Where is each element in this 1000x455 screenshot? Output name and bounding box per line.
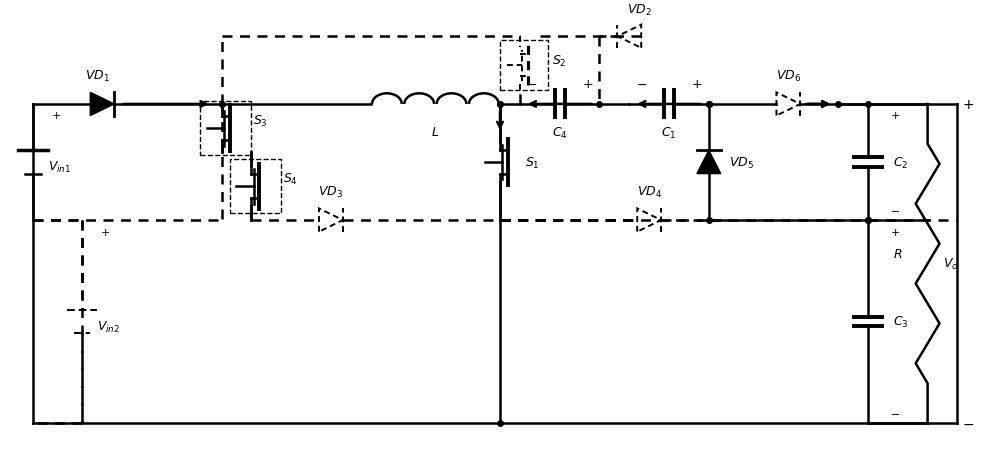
Text: $+$: $+$ (582, 77, 593, 91)
Text: $VD_5$: $VD_5$ (729, 155, 754, 170)
Bar (200, 102, 251, 156)
Text: $V_{in2}$: $V_{in2}$ (97, 319, 120, 334)
Text: $VD_3$: $VD_3$ (318, 184, 343, 199)
Text: $C_1$: $C_1$ (661, 126, 677, 141)
Text: $S_3$: $S_3$ (253, 114, 268, 129)
Text: $VD_1$: $VD_1$ (85, 68, 110, 83)
Text: $-$: $-$ (890, 408, 900, 418)
Text: $C_2$: $C_2$ (893, 155, 908, 170)
Text: $+$: $+$ (100, 226, 110, 237)
Bar (230, 160, 281, 214)
Text: $S_1$: $S_1$ (525, 155, 540, 170)
Text: $+$: $+$ (51, 110, 61, 121)
Polygon shape (697, 151, 721, 174)
Text: $+$: $+$ (890, 226, 900, 237)
Text: $S_4$: $S_4$ (283, 172, 298, 187)
Text: $-$: $-$ (636, 77, 647, 91)
Text: $VD_2$: $VD_2$ (627, 3, 652, 18)
Bar (500, 41, 548, 91)
Text: $VD_6$: $VD_6$ (776, 68, 801, 83)
Text: $R$: $R$ (893, 248, 903, 261)
Text: $-$: $-$ (890, 205, 900, 215)
Polygon shape (90, 93, 114, 116)
Text: $C_3$: $C_3$ (893, 314, 908, 329)
Text: $L$: $L$ (431, 126, 439, 139)
Text: $C_4$: $C_4$ (552, 126, 568, 141)
Text: $+$: $+$ (962, 98, 975, 111)
Text: $+$: $+$ (691, 77, 703, 91)
Text: $VD_4$: $VD_4$ (637, 184, 662, 199)
Text: $S_2$: $S_2$ (552, 54, 566, 69)
Text: $-$: $-$ (526, 77, 537, 91)
Text: $V_o$: $V_o$ (943, 257, 958, 272)
Text: $-$: $-$ (962, 416, 975, 430)
Text: $V_{in1}$: $V_{in1}$ (48, 160, 71, 175)
Text: $+$: $+$ (890, 110, 900, 121)
